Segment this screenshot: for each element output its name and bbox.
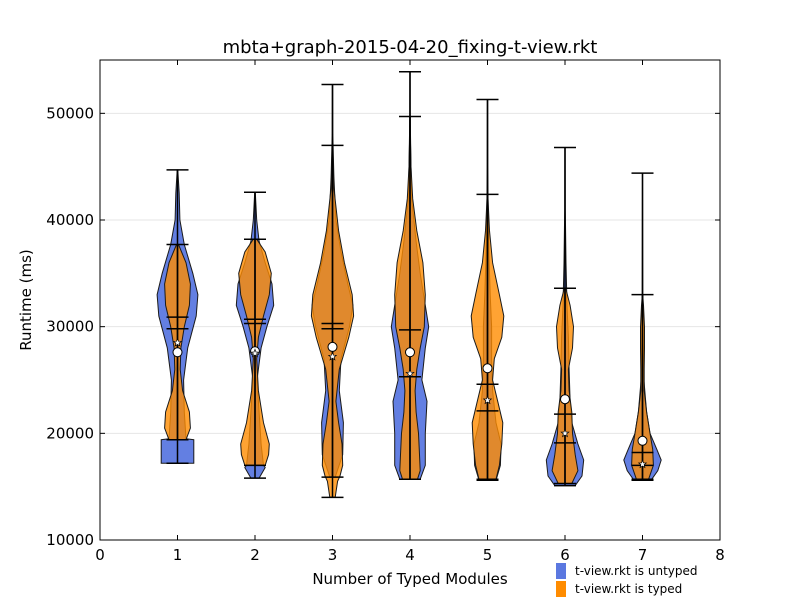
mean-marker-typed [250,348,260,358]
legend-label-untyped: t-view.rkt is untyped [575,564,698,578]
legend-swatch-typed [556,581,566,597]
x-tick-label: 1 [173,546,183,564]
mean-marker-untyped [405,347,415,358]
y-tick-label: 30000 [46,318,94,336]
x-tick-label: 8 [715,546,725,564]
y-tick-label: 20000 [46,424,94,442]
x-tick-label: 4 [405,546,415,564]
mean-marker-typed [327,351,338,361]
mean-marker-typed [560,428,570,438]
mean-marker-untyped [327,341,338,352]
x-axis-label: Number of Typed Modules [312,570,508,588]
mean-markers [172,337,648,469]
mean-marker-untyped [482,363,493,374]
x-tick-label: 5 [483,546,493,564]
mean-marker-typed [637,459,648,469]
mean-marker-typed [172,337,183,347]
chart-title: mbta+graph-2015-04-20_fixing-t-view.rkt [223,37,598,58]
y-tick-label: 10000 [46,531,94,549]
legend-item-typed: t-view.rkt is typed [556,580,698,598]
mean-marker-typed [405,368,415,378]
x-tick-label: 3 [328,546,338,564]
legend-item-untyped: t-view.rkt is untyped [556,562,698,580]
axis-ticks: 10000 20000 30000 40000 50000 0 1 2 3 4 5 6 7 8 [46,60,725,564]
violins [156,70,662,499]
legend: t-view.rkt is untyped t-view.rkt is type… [556,562,698,598]
x-tick-label: 6 [560,546,570,564]
y-tick-label: 40000 [46,211,94,229]
x-tick-label: 7 [638,546,648,564]
x-tick-label: 0 [95,546,105,564]
legend-label-typed: t-view.rkt is typed [575,582,683,596]
mean-marker-typed [482,395,493,405]
mean-marker-untyped [172,347,183,358]
mean-marker-untyped [560,394,570,405]
y-axis-label: Runtime (ms) [17,249,35,351]
mean-marker-untyped [637,435,648,446]
x-tick-label: 2 [250,546,260,564]
legend-swatch-untyped [556,563,566,579]
y-tick-label: 50000 [46,104,94,122]
